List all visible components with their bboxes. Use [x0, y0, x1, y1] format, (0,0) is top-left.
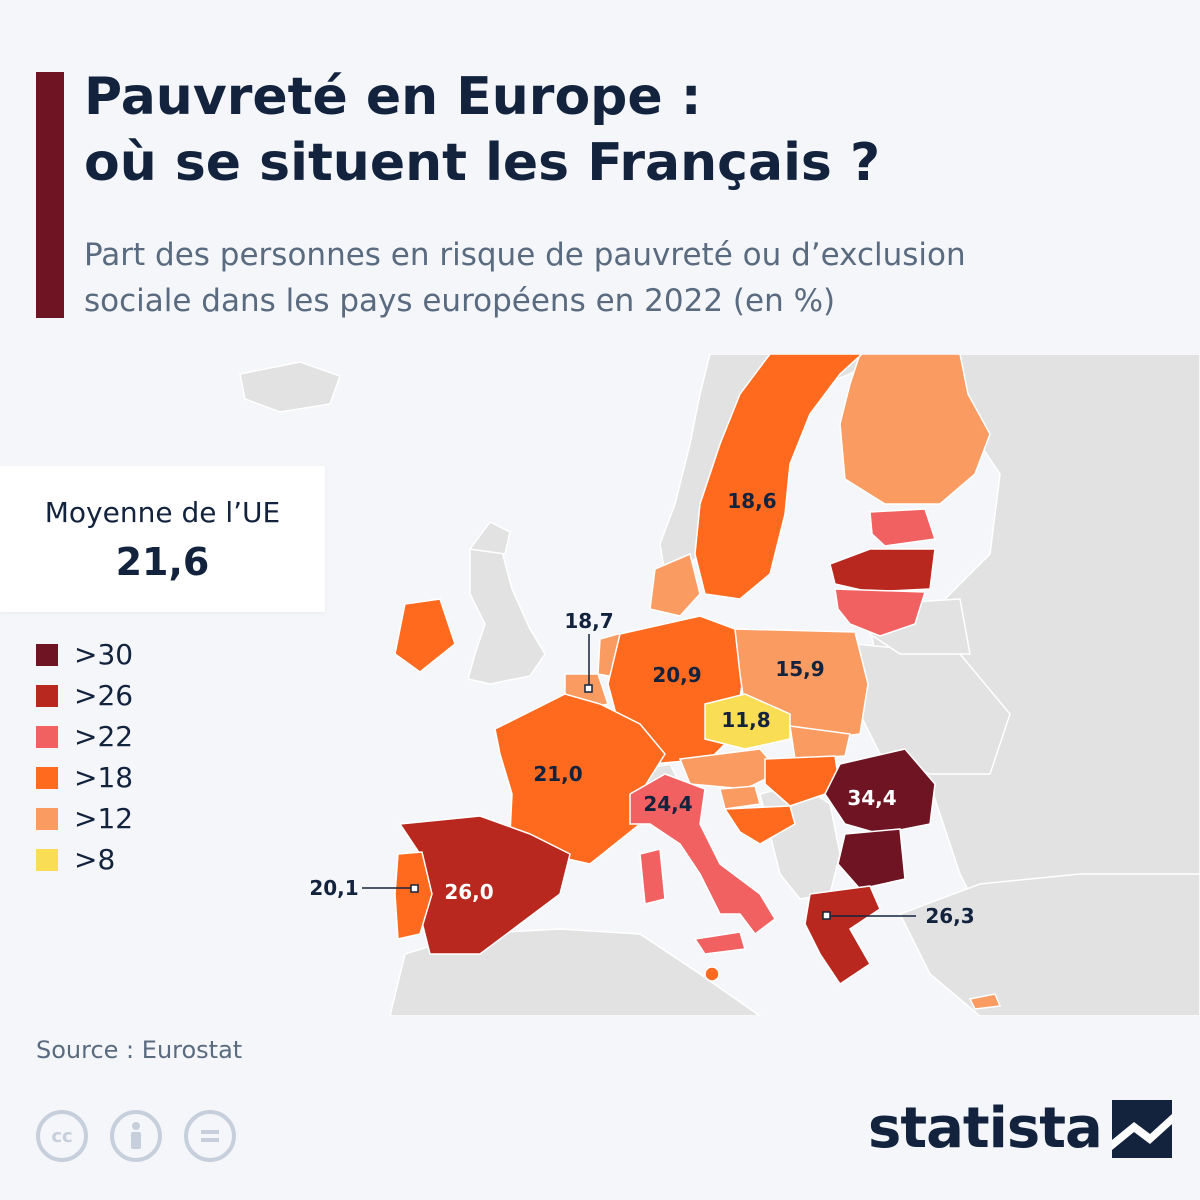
estonia-country [869, 508, 936, 547]
sicily-country [693, 931, 746, 955]
legend-label: >30 [74, 638, 134, 671]
title-line-1: Pauvreté en Europe : [84, 67, 702, 127]
germany-value: 20,9 [652, 663, 701, 687]
legend-swatch [36, 684, 58, 707]
legend-item: >26 [36, 675, 133, 716]
title-line-2: où se situent les Français ? [84, 133, 881, 193]
portugal-country [394, 851, 433, 940]
finland-country [839, 354, 991, 505]
legend-swatch [36, 848, 58, 871]
romania-country [824, 748, 936, 835]
europe-map: 18,6 18,7 20,9 15,9 11,8 21,0 24,4 34,4 … [0, 354, 1200, 1016]
eu-average-label: Moyenne de l’UE [44, 496, 281, 529]
sardinia-country [639, 848, 666, 905]
page-title: Pauvreté en Europe : où se situent les F… [84, 64, 1184, 196]
italy-country [629, 773, 776, 936]
legend-item: >30 [36, 634, 133, 675]
source-text: Source : Eurostat [36, 1036, 243, 1064]
portugal-value: 20,1 [309, 876, 358, 900]
romania-value: 34,4 [847, 786, 896, 810]
greece-value: 26,3 [925, 904, 974, 928]
cc-icon[interactable]: cc [36, 1110, 88, 1162]
scotland-land [468, 521, 511, 555]
austria-country [678, 748, 782, 790]
poland-value: 15,9 [775, 657, 824, 681]
ireland-country [394, 598, 456, 673]
benelux-value: 18,7 [564, 609, 613, 633]
slovakia-country [789, 725, 851, 760]
malta-country [704, 966, 720, 982]
legend-swatch [36, 766, 58, 789]
statista-wordmark: statista [868, 1096, 1103, 1161]
uk-land [467, 543, 546, 685]
italy-value: 24,4 [643, 792, 692, 816]
turkey-land [898, 873, 1200, 1016]
latvia-country [829, 548, 936, 593]
sweden-value: 18,6 [727, 489, 776, 513]
legend-swatch [36, 725, 58, 748]
eu-average-value: 21,6 [115, 540, 210, 584]
benelux-marker [584, 684, 593, 693]
croatia-country [723, 805, 796, 845]
legend-item: >8 [36, 839, 133, 880]
ukraine-land [854, 643, 1011, 775]
statista-logo[interactable]: statista [868, 1096, 1172, 1161]
portugal-marker [410, 884, 419, 893]
cyprus-country [968, 993, 1002, 1010]
legend-label: >26 [74, 679, 134, 712]
legend-label: >12 [74, 802, 134, 835]
page-subtitle: Part des personnes en risque de pauvreté… [84, 232, 1184, 324]
sweden-country [694, 354, 864, 600]
czechia-country [704, 693, 791, 750]
subtitle-line-1: Part des personnes en risque de pauvreté… [84, 237, 966, 273]
lithuania-country [834, 588, 927, 637]
iceland-land [239, 361, 341, 413]
subtitle-line-2: sociale dans les pays européens en 2022 … [84, 283, 836, 319]
legend-swatch [36, 643, 58, 666]
legend-label: >22 [74, 720, 134, 753]
legend-label: >18 [74, 761, 134, 794]
czechia-value: 11,8 [721, 708, 770, 732]
slovenia-country [719, 785, 761, 810]
eu-average-box: Moyenne de l’UE 21,6 [0, 466, 325, 612]
legend-item: >12 [36, 798, 133, 839]
bulgaria-country [837, 828, 906, 890]
legend: >30 >26 >22 >18 >12 >8 [36, 634, 133, 880]
legend-item: >18 [36, 757, 133, 798]
no-derivatives-icon[interactable] [184, 1110, 236, 1162]
france-value: 21,0 [533, 762, 582, 786]
license-icons: cc [36, 1110, 258, 1162]
legend-label: >8 [74, 843, 116, 876]
greece-country [804, 885, 881, 986]
denmark-country [649, 552, 701, 617]
hungary-country [764, 755, 841, 807]
statista-logo-icon [1111, 1099, 1172, 1158]
attribution-icon[interactable] [110, 1110, 162, 1162]
spain-value: 26,0 [444, 880, 493, 904]
title-accent-bar [36, 72, 64, 318]
legend-item: >22 [36, 716, 133, 757]
greece-marker [822, 911, 831, 920]
legend-swatch [36, 807, 58, 830]
